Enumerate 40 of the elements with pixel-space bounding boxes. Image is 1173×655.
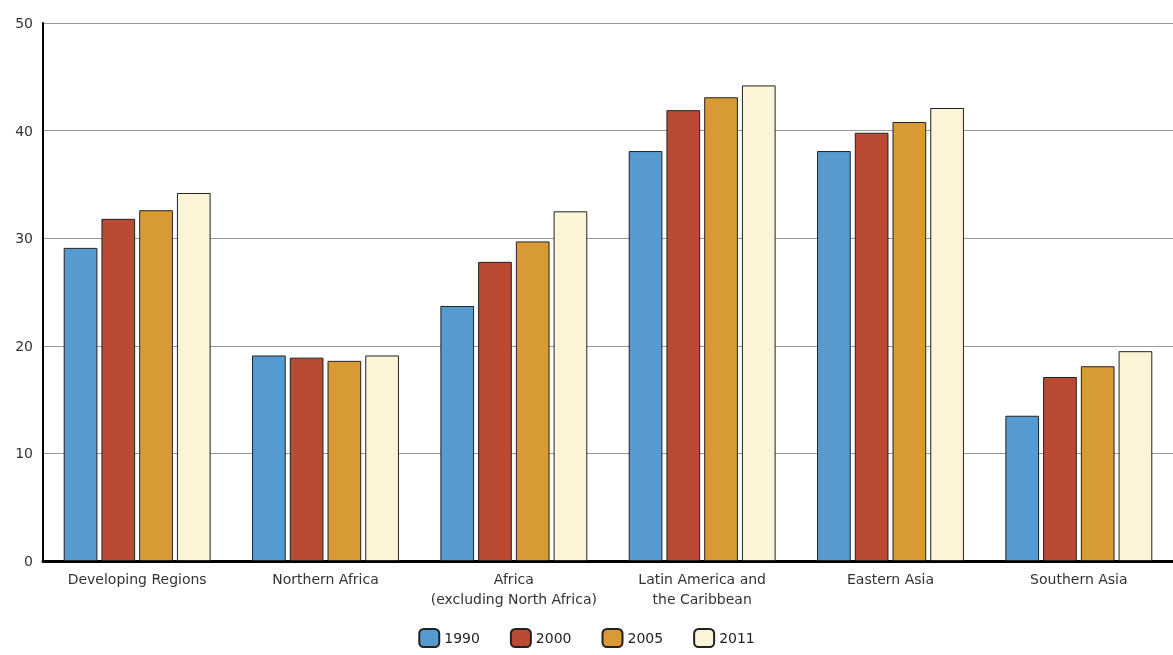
bar (1043, 377, 1077, 561)
bar (515, 241, 550, 561)
bar (101, 218, 136, 561)
y-tick-label: 0 (24, 553, 33, 569)
y-tick-label: 40 (15, 122, 33, 139)
bar (1080, 366, 1115, 561)
bar (892, 121, 927, 561)
bar (63, 247, 98, 561)
bar (666, 110, 701, 561)
x-tick-label: Africa (excluding North Africa) (430, 571, 597, 607)
bar (440, 305, 475, 561)
bar (704, 97, 738, 561)
legend-label: 2005 (627, 630, 664, 646)
bar (478, 261, 512, 561)
bar (252, 355, 286, 561)
bar (741, 85, 776, 561)
y-tick-label: 50 (15, 15, 33, 31)
x-tick-label: Northern Africa (272, 571, 379, 587)
bar (139, 210, 173, 561)
x-tick-label: Developing Regions (67, 571, 207, 587)
bar (817, 151, 851, 561)
legend-label: 1990 (444, 630, 480, 646)
bar (1005, 415, 1040, 561)
bar (327, 360, 362, 561)
y-tick-label: 20 (15, 337, 33, 354)
bar (628, 151, 663, 561)
bar (176, 193, 211, 561)
x-tick-label: Eastern Asia (847, 571, 934, 587)
bar (365, 355, 399, 561)
bar (553, 211, 588, 561)
bar (854, 132, 889, 561)
x-tick-label: Latin America and the Caribbean (638, 571, 766, 607)
y-tick-label: 30 (15, 230, 33, 247)
y-tick-label: 10 (15, 445, 33, 462)
bar (289, 357, 324, 561)
legend-label: 2011 (719, 630, 755, 646)
x-tick-label: Southern Asia (1030, 571, 1128, 587)
bar (930, 108, 964, 561)
legend-label: 2000 (535, 630, 572, 646)
bar (1118, 351, 1153, 561)
